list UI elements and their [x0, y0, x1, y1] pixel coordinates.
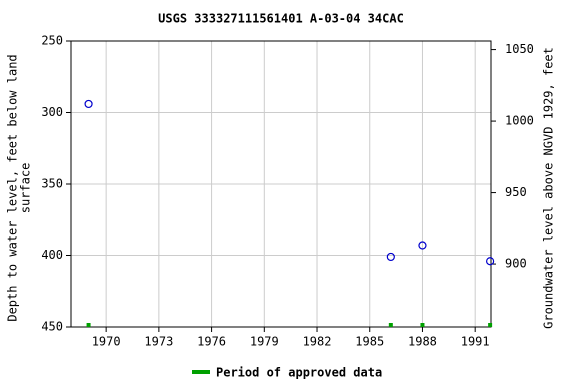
data-point — [386, 252, 395, 262]
y-tick-label: 300 — [41, 105, 63, 119]
approved-period — [420, 323, 425, 327]
y-tick-label: 400 — [41, 248, 63, 262]
y-tick-label: 250 — [41, 34, 63, 48]
y2-axis-label: Groundwater level above NGVD 1929, feet — [542, 47, 556, 329]
y-axis-label: surface — [19, 163, 33, 214]
y2-tick-label: 1050 — [505, 42, 534, 56]
chart-title: USGS 333327111561401 A-03-04 34CAC — [158, 12, 404, 26]
x-tick-label: 1973 — [144, 335, 173, 349]
approved-period — [388, 323, 393, 327]
x-tick-label: 1970 — [92, 335, 121, 349]
y2-tick-label: 900 — [505, 257, 527, 271]
y2-tick-label: 950 — [505, 185, 527, 199]
y2-tick-label: 1000 — [505, 114, 534, 128]
y-tick-label: 350 — [41, 177, 63, 191]
legend-label: Period of approved data — [216, 366, 382, 380]
data-point — [486, 257, 495, 266]
y-tick-label: 450 — [41, 320, 63, 334]
x-tick-label: 1991 — [461, 335, 490, 349]
data-point — [84, 99, 93, 109]
x-tick-label: 1979 — [250, 335, 279, 349]
data-point — [418, 241, 427, 250]
approved-period — [86, 323, 91, 327]
x-tick-label: 1985 — [355, 335, 384, 349]
plot-frame — [70, 40, 492, 328]
x-tick-label: 1988 — [408, 335, 437, 349]
y-axis-label: Depth to water level, feet below land — [6, 54, 20, 321]
x-tick-label: 1976 — [197, 335, 226, 349]
approved-period — [488, 323, 493, 327]
x-tick-label: 1982 — [303, 335, 332, 349]
